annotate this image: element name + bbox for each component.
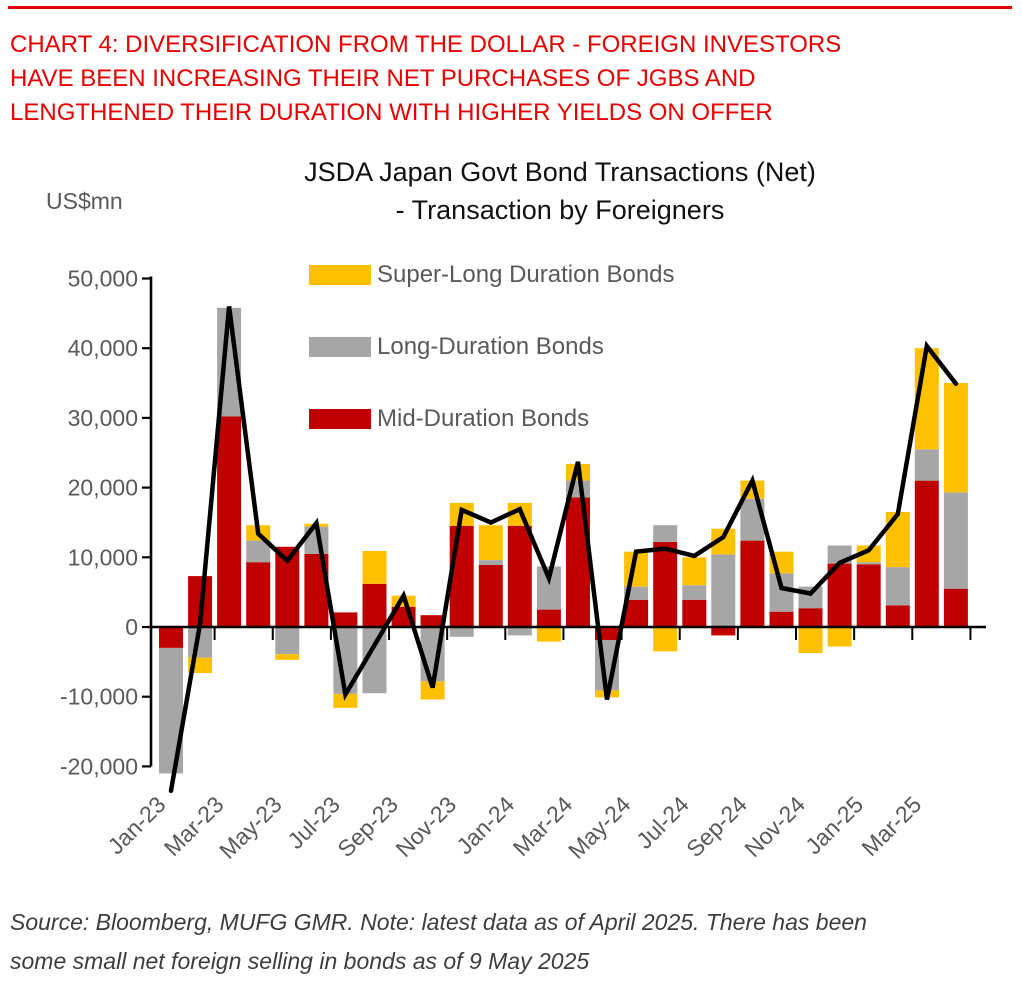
bar-segment <box>507 627 532 636</box>
bar-segment <box>159 627 183 648</box>
legend-label: Mid-Duration Bonds <box>377 405 590 432</box>
chart-legend: Super-Long Duration Bonds Long-Duration B… <box>309 261 675 478</box>
bar-segment <box>856 545 881 563</box>
x-axis-tick-label: Nov-23 <box>390 791 461 862</box>
bar-segment <box>798 608 823 627</box>
bar-segment <box>420 615 445 627</box>
bar-segment <box>449 627 474 637</box>
y-axis-tick-label: 0 <box>125 614 138 640</box>
heading-line-1: CHART 4: DIVERSIFICATION FROM THE DOLLAR… <box>10 31 842 58</box>
bar-segment <box>769 573 794 612</box>
bar-segment <box>275 627 300 655</box>
legend-item: Super-Long Duration Bonds <box>309 261 675 288</box>
bar-segment <box>943 492 968 589</box>
x-axis-tick-label: Nov-24 <box>739 791 810 862</box>
bar-segment <box>711 627 736 636</box>
bar-segment <box>536 609 561 627</box>
bar-segment <box>856 562 881 565</box>
legend-swatch-icon <box>309 337 371 357</box>
chart-title-line-1: JSDA Japan Govt Bond Transactions (Net) <box>304 157 816 187</box>
bar-segment <box>217 416 242 627</box>
bar-segment <box>827 627 852 647</box>
bar-segment <box>740 540 765 627</box>
chart-title: JSDA Japan Govt Bond Transactions (Net) … <box>150 153 970 229</box>
source-note: Source: Bloomberg, MUFG GMR. Note: lates… <box>10 903 867 981</box>
x-axis-tick-label: Sep-24 <box>681 791 752 862</box>
x-axis-tick-label: May-23 <box>214 791 287 864</box>
y-axis-tick-label: 10,000 <box>68 544 138 570</box>
x-axis-tick-label: Mar-25 <box>856 791 926 861</box>
bar-segment <box>420 681 445 700</box>
bar-segment <box>478 525 503 560</box>
y-axis-unit-label: US$mn <box>46 188 123 214</box>
bar-segment <box>507 525 532 627</box>
y-axis-tick-label: -10,000 <box>60 684 138 710</box>
x-axis-tick-label: Jan-25 <box>800 791 868 859</box>
heading-line-3: LENGTHENED THEIR DURATION WITH HIGHER YI… <box>10 99 773 126</box>
bar-segment <box>362 583 387 627</box>
bar-segment <box>362 551 387 584</box>
bar-segment <box>798 627 823 654</box>
net-total-line <box>168 306 959 794</box>
bar-segment <box>769 611 794 627</box>
bar-segment <box>275 654 300 660</box>
x-axis-tick-label: May-24 <box>563 791 636 864</box>
bar-segment <box>885 512 910 568</box>
bar-segment <box>333 612 358 627</box>
top-rule-divider <box>8 6 1012 9</box>
legend-item: Mid-Duration Bonds <box>309 405 675 432</box>
y-axis-tick-label: 20,000 <box>68 475 138 501</box>
x-axis-tick-label: Jan-24 <box>451 791 519 859</box>
legend-swatch-icon <box>309 409 371 429</box>
bar-segment <box>449 525 474 627</box>
bar-segment <box>653 525 678 542</box>
bar-segment <box>624 599 649 627</box>
bar-segment <box>682 585 707 600</box>
bar-segment <box>943 588 968 627</box>
legend-label: Long-Duration Bonds <box>377 333 604 360</box>
bar-segment <box>246 562 271 627</box>
y-axis-tick-label: 40,000 <box>68 335 138 361</box>
bar-segment <box>856 564 881 627</box>
bar-segment <box>653 627 678 652</box>
x-axis-tick-label: Jan-23 <box>102 791 170 859</box>
bar-segment <box>711 554 736 627</box>
chart-heading: CHART 4: DIVERSIFICATION FROM THE DOLLAR… <box>10 28 841 130</box>
bar-segment <box>914 449 939 481</box>
y-axis-tick-label: 30,000 <box>68 405 138 431</box>
legend-swatch-icon <box>309 265 371 285</box>
source-note-line-1: Source: Bloomberg, MUFG GMR. Note: lates… <box>10 909 867 935</box>
bar-segment <box>885 605 910 627</box>
bar-segment <box>478 560 503 565</box>
bar-segment <box>943 383 968 493</box>
y-axis-tick-label: 50,000 <box>68 266 138 292</box>
legend-label: Super-Long Duration Bonds <box>377 261 675 288</box>
bar-segment <box>246 540 271 563</box>
bar-segment <box>333 693 358 708</box>
bar-segment <box>478 565 503 627</box>
source-note-line-2: some small net foreign selling in bonds … <box>10 948 590 974</box>
bar-segment <box>653 542 678 627</box>
chart-title-line-2: - Transaction by Foreigners <box>395 195 725 225</box>
bar-segment <box>536 627 561 642</box>
bar-segment <box>682 599 707 627</box>
y-axis-tick-label: -20,000 <box>60 753 138 779</box>
bar-segment <box>914 480 939 627</box>
bar-segment <box>885 567 910 606</box>
x-axis-tick-label: Sep-23 <box>332 791 403 862</box>
heading-line-2: HAVE BEEN INCREASING THEIR NET PURCHASES… <box>10 65 756 92</box>
legend-item: Long-Duration Bonds <box>309 333 675 360</box>
bar-segment <box>682 557 707 586</box>
